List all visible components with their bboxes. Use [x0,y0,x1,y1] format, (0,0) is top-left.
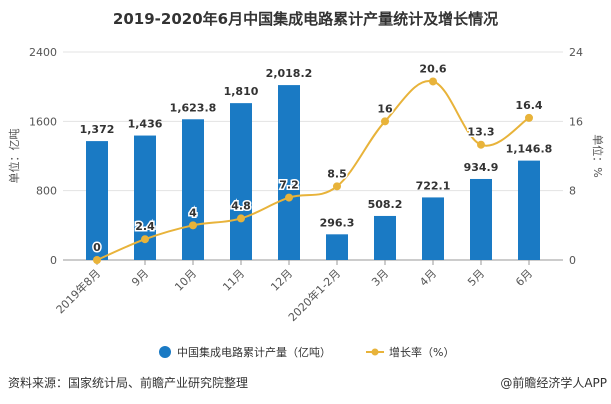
bar [422,197,444,260]
brand-credit: @前瞻经济学人APP [500,376,607,390]
bar-value-label: 1,810 [224,85,259,98]
bar [470,178,492,260]
line-point [381,117,389,126]
bar-value-label: 1,623.8 [170,101,217,114]
chart-svg: 0 800 1600 2400 0 8 16 24 单位：亿吨 单位：% 2019年8月 1,372 9… [7,46,605,359]
y-right-tick: 16 [569,115,583,128]
x-tick-label: 5月 [465,267,487,289]
x-tick-label: 12月 [268,267,295,294]
source-note: 资料来源：国家统计局、前瞻产业研究院整理 [8,376,249,390]
line-value-label: 13.3 [467,126,494,139]
x-tick-label: 10月 [172,267,199,294]
x-tick-label: 6月 [513,267,535,289]
line-point [141,235,149,244]
y-left-tick: 800 [36,185,57,198]
y-right-tick: 8 [569,185,576,198]
bar-value-label: 508.2 [368,198,403,211]
growth-line [96,80,530,261]
line-point [189,221,197,230]
line-value-label: 0 [93,241,101,254]
x-tick-label: 9月 [129,267,151,289]
legend-bar-label: 中国集成电路累计产量（亿吨） [177,345,331,359]
bar-value-label: 1,436 [128,118,163,131]
line-value-label: 7.2 [279,179,299,192]
y-right-tick: 24 [569,46,583,59]
line-point [429,77,437,86]
bar [374,215,396,260]
x-tick-label: 2019年8月 [53,266,103,316]
line-point [525,113,533,122]
bar-value-label: 296.3 [320,216,355,229]
y-left-tick: 1600 [29,115,57,128]
bar [182,119,204,261]
line-value-label: 8.5 [327,167,347,180]
bar-value-label: 1,146.8 [506,143,553,156]
bar-value-label: 722.1 [416,179,451,192]
bar [518,160,540,260]
line-value-label: 4.8 [231,199,251,212]
line-point [237,214,245,223]
legend-line-marker [371,348,379,356]
line-value-label: 16.4 [515,99,542,112]
line-value-label: 2.4 [135,220,155,233]
line-value-label: 16 [377,102,393,115]
line-point [285,193,293,202]
y-right-tick: 0 [569,254,576,267]
y-left-label: 单位：亿吨 [7,129,21,184]
y-left-tick: 0 [50,254,57,267]
line-point [333,182,341,191]
bar [230,103,252,260]
line-value-label: 4 [189,206,197,219]
chart-title: 2019-2020年6月中国集成电路累计产量统计及增长情况 [112,10,499,28]
x-tick-label: 3月 [369,267,391,289]
line-value-label: 20.6 [419,62,446,75]
legend-bar-swatch [159,346,171,358]
y-left-tick: 2400 [29,46,57,59]
y-right-label: 单位：% [591,134,605,177]
x-tick-label: 4月 [417,267,439,289]
line-point [477,140,485,149]
bar [134,135,156,260]
bar [326,234,348,260]
bar-value-label: 934.9 [464,161,499,174]
legend-line-label: 增长率（%） [389,345,454,359]
bar [278,85,300,261]
bar [86,141,108,260]
bar-value-label: 2,018.2 [266,67,313,80]
line-point [93,256,101,264]
x-tick-label: 11月 [220,267,247,294]
bar-value-label: 1,372 [80,123,115,136]
